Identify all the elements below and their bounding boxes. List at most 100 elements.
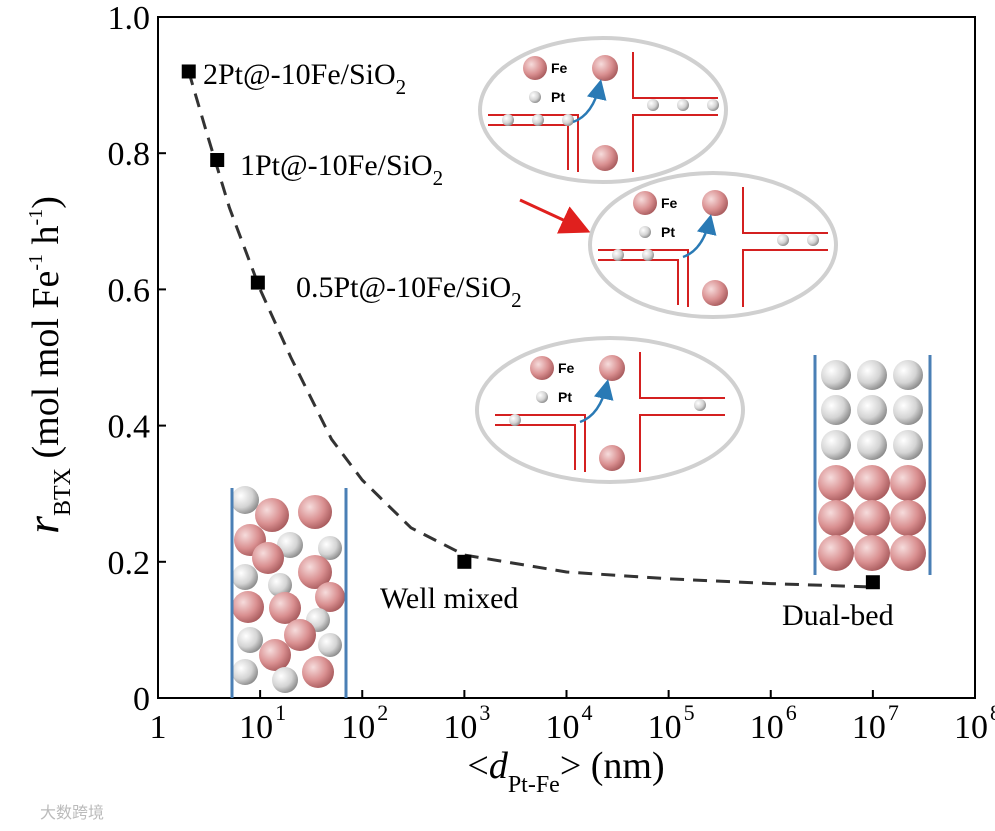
x-label-part: > (nm) xyxy=(560,745,665,787)
sphere xyxy=(232,659,258,685)
arrow xyxy=(519,198,591,234)
sphere xyxy=(592,145,618,171)
sphere xyxy=(562,114,574,126)
inset: Fe Pt xyxy=(478,36,728,184)
x-tick-label: 10 xyxy=(546,709,580,746)
sphere xyxy=(599,355,625,381)
inset-label: Fe xyxy=(551,60,568,76)
y-tick-label: 0.2 xyxy=(108,545,151,582)
annotation-sub: 2 xyxy=(433,166,444,190)
x-tick-label: 10 xyxy=(954,709,988,746)
sphere xyxy=(702,190,728,216)
fit-curve xyxy=(187,71,873,589)
y-tick-label: 0.4 xyxy=(108,409,151,446)
sphere xyxy=(318,536,342,560)
illustrations: Fe Pt Fe Pt Fe Pt xyxy=(230,36,932,698)
y-label-part: -1 xyxy=(25,254,47,271)
annotation-text: 2Pt@-10Fe/SiO xyxy=(203,58,396,91)
x-tick-exp: 2 xyxy=(377,700,388,725)
x-tick-label: 1 xyxy=(150,709,167,746)
x-tick-label: 10 xyxy=(239,709,273,746)
sphere xyxy=(255,498,289,532)
sphere xyxy=(502,114,514,126)
x-tick-exp: 6 xyxy=(786,700,797,725)
x-tick-label: 10 xyxy=(443,709,477,746)
sphere xyxy=(857,360,887,390)
y-tick-label: 0.6 xyxy=(108,272,151,309)
sphere xyxy=(272,667,298,693)
channel xyxy=(639,414,725,472)
y-label-part: r xyxy=(17,515,68,534)
sphere xyxy=(647,99,659,111)
sphere xyxy=(529,91,541,103)
annotation-text: Dual-bed xyxy=(782,599,894,632)
diffusion-arrow xyxy=(579,379,614,424)
plot: 00.20.40.60.81.01 10 1 10 2 10 3 10 4 10 5 10 6 10 7 10… xyxy=(17,0,995,822)
inset-label: Pt xyxy=(551,89,565,105)
x-tick-label: 10 xyxy=(852,709,886,746)
x-tick-exp: 5 xyxy=(684,700,695,725)
sphere xyxy=(231,486,259,514)
watermark: 大数跨境 xyxy=(40,803,104,822)
sphere xyxy=(509,414,521,426)
x-tick-exp: 4 xyxy=(582,700,593,725)
sphere xyxy=(893,395,923,425)
sphere xyxy=(284,619,316,651)
sphere xyxy=(677,99,689,111)
sphere xyxy=(854,500,890,536)
x-tick-label: 10 xyxy=(341,709,375,746)
inset-label: Fe xyxy=(558,360,575,376)
x-tick-exp: 7 xyxy=(888,700,899,725)
sphere xyxy=(857,430,887,460)
point xyxy=(250,275,265,290)
sphere xyxy=(259,639,291,671)
sphere xyxy=(818,465,854,501)
sphere xyxy=(639,226,651,238)
sphere xyxy=(893,360,923,390)
point xyxy=(457,554,472,569)
sphere xyxy=(252,542,284,574)
sphere xyxy=(707,99,719,111)
x-label-part: Pt-Fe xyxy=(508,772,560,798)
y-tick-label: 0.8 xyxy=(108,136,151,173)
annotation-text: 1Pt@-10Fe/SiO xyxy=(240,149,433,182)
diffusion-arrow xyxy=(682,214,717,259)
channel xyxy=(495,424,576,470)
channel xyxy=(488,114,579,172)
channel xyxy=(598,259,679,305)
y-label-part: BTX xyxy=(50,468,76,516)
point xyxy=(181,64,196,79)
x-label-part: < xyxy=(467,745,488,787)
sphere xyxy=(694,399,706,411)
channel xyxy=(632,114,718,172)
sphere xyxy=(893,430,923,460)
sphere xyxy=(298,495,332,529)
y-tick-label: 0 xyxy=(133,681,150,718)
sphere xyxy=(232,564,258,590)
sphere xyxy=(854,535,890,571)
sphere xyxy=(702,280,728,306)
sphere xyxy=(633,191,657,215)
sphere xyxy=(298,555,332,589)
annotation: 0.5Pt@-10Fe/SiO2 xyxy=(296,271,522,312)
inset: Fe Pt xyxy=(588,171,838,319)
annotation: 2Pt@-10Fe/SiO2 xyxy=(203,58,406,99)
x-tick-label: 10 xyxy=(648,709,682,746)
x-tick-exp: 8 xyxy=(990,700,995,725)
annotation: Well mixed xyxy=(380,582,518,615)
sphere xyxy=(302,656,334,688)
sphere xyxy=(890,500,926,536)
sphere xyxy=(821,395,851,425)
sphere xyxy=(857,395,887,425)
annotation-text: 0.5Pt@-10Fe/SiO xyxy=(296,271,511,304)
sphere xyxy=(277,532,303,558)
annotation-text: Well mixed xyxy=(380,582,518,615)
sphere xyxy=(612,249,624,261)
sphere xyxy=(821,430,851,460)
sphere xyxy=(592,55,618,81)
x-tick-exp: 1 xyxy=(275,700,286,725)
diffusion-arrow xyxy=(572,79,607,124)
sphere xyxy=(642,249,654,261)
sphere xyxy=(890,535,926,571)
